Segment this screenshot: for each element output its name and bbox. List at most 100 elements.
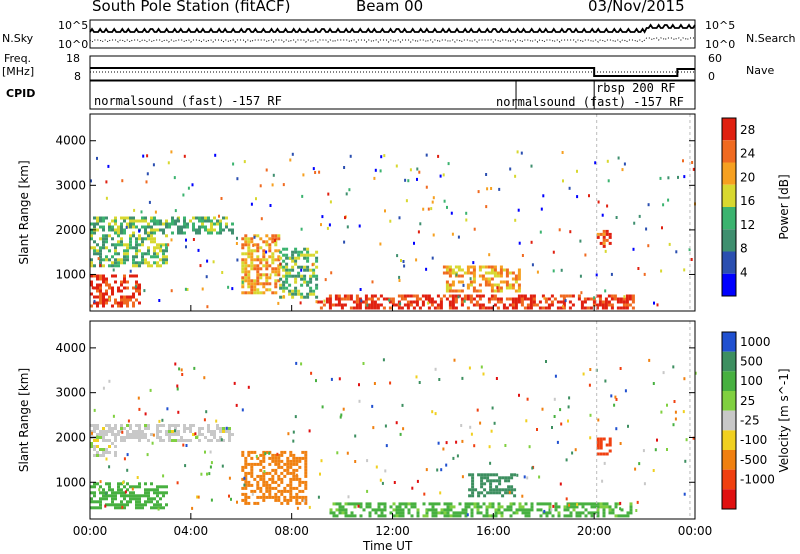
cell-velocity-4 [521, 511, 525, 515]
cell-power-5 [625, 306, 629, 310]
cell-velocity-0 [216, 424, 219, 427]
cell-power-5 [496, 300, 500, 304]
cell-velocity-4 [377, 514, 381, 518]
cell-power-3 [274, 285, 278, 289]
cell-velocity-4 [449, 514, 453, 518]
scatter-power [314, 171, 317, 174]
scatter-velocity [482, 372, 485, 376]
cell-power-5 [628, 297, 632, 301]
cell-velocity-3 [247, 480, 251, 484]
scatter-velocity [565, 497, 568, 501]
scatter-power [388, 298, 391, 302]
cell-power-1 [123, 258, 126, 262]
cell-power-2 [96, 301, 99, 305]
cell-velocity-3 [292, 462, 296, 466]
cell-power-1 [99, 255, 102, 259]
cell-power-2 [120, 304, 123, 308]
cell-velocity-4 [521, 508, 525, 512]
cell-power-1 [150, 264, 153, 268]
cell-velocity-5 [471, 479, 475, 483]
cell-power-1 [135, 243, 138, 247]
scatter-velocity [108, 379, 111, 383]
colorbar-segment [722, 207, 736, 230]
cell-power-6 [496, 274, 500, 278]
scatter-velocity [384, 469, 387, 473]
cell-velocity-4 [509, 508, 513, 512]
cell-power-4 [300, 292, 304, 296]
cell-velocity-4 [596, 505, 600, 509]
cell-power-0 [138, 219, 141, 223]
cell-velocity-4 [572, 508, 576, 512]
cell-velocity-2 [135, 500, 138, 504]
cell-power-3 [259, 246, 263, 250]
cell-velocity-0 [231, 433, 234, 436]
cell-power-1 [162, 249, 165, 253]
scatter-velocity [440, 468, 443, 472]
cell-velocity-4 [578, 514, 582, 518]
cell-power-4 [303, 268, 307, 272]
scatter-power [243, 160, 246, 164]
cell-power-5 [493, 303, 497, 307]
cell-power-3 [262, 282, 266, 286]
cell-velocity-0 [216, 439, 219, 442]
cell-velocity-0 [108, 430, 111, 433]
scatter-power [425, 185, 428, 189]
scatter-power [360, 299, 363, 303]
scatter-power [148, 200, 151, 204]
cell-power-0 [96, 216, 99, 220]
cell-velocity-3 [265, 483, 269, 487]
cell-power-6 [484, 271, 488, 275]
cell-power-0 [198, 231, 201, 235]
cell-power-5 [541, 306, 545, 310]
y-tick-label: 4000 [55, 134, 86, 148]
cell-velocity-5 [492, 488, 496, 492]
cell-power-7 [602, 235, 606, 239]
cell-velocity-4 [566, 502, 570, 506]
scatter-velocity [230, 497, 232, 501]
cell-power-0 [153, 228, 156, 232]
cell-velocity-3 [262, 453, 266, 457]
scatter-power [374, 168, 377, 172]
cell-velocity-0 [156, 430, 159, 433]
scatter-power [321, 215, 324, 219]
cell-velocity-5 [474, 488, 478, 492]
y-axis-label: Slant Range [km] [17, 160, 31, 264]
cell-power-2 [102, 304, 105, 308]
cell-velocity-5 [468, 473, 472, 477]
cell-velocity-4 [563, 505, 567, 509]
cell-velocity-3 [283, 474, 287, 478]
cell-velocity-3 [250, 471, 254, 475]
x-tick-label: 20:00 [577, 524, 612, 538]
cell-velocity-4 [440, 511, 444, 515]
cell-velocity-0 [108, 424, 111, 427]
cell-power-6 [490, 271, 494, 275]
cell-velocity-3 [292, 456, 296, 460]
cell-velocity-4 [440, 508, 444, 512]
cell-velocity-3 [241, 492, 245, 496]
cell-power-4 [285, 280, 289, 284]
cell-power-2 [129, 274, 132, 278]
cell-velocity-2 [159, 497, 162, 501]
cell-velocity-4 [485, 511, 489, 515]
cell-power-1 [102, 264, 105, 268]
cell-power-1 [111, 255, 114, 259]
nsky-label: N.Sky [2, 32, 34, 45]
scatter-velocity [203, 376, 206, 380]
cell-power-5 [349, 294, 353, 298]
cell-velocity-0 [96, 439, 99, 442]
cell-velocity-3 [268, 495, 272, 499]
cell-power-0 [201, 222, 204, 226]
cell-power-4 [288, 271, 292, 275]
cell-velocity-6 [599, 440, 603, 444]
cell-power-5 [343, 303, 347, 307]
cell-velocity-2 [120, 488, 123, 492]
cell-power-6 [490, 283, 494, 287]
cell-power-3 [241, 267, 245, 271]
cell-power-2 [90, 283, 93, 287]
cpid-segment-3: rbsp 200 RF [596, 81, 676, 95]
cell-power-3 [256, 246, 260, 250]
scatter-velocity [582, 372, 585, 376]
cell-power-1 [117, 264, 120, 268]
scatter-power [315, 300, 318, 304]
cell-velocity-4 [581, 511, 585, 515]
